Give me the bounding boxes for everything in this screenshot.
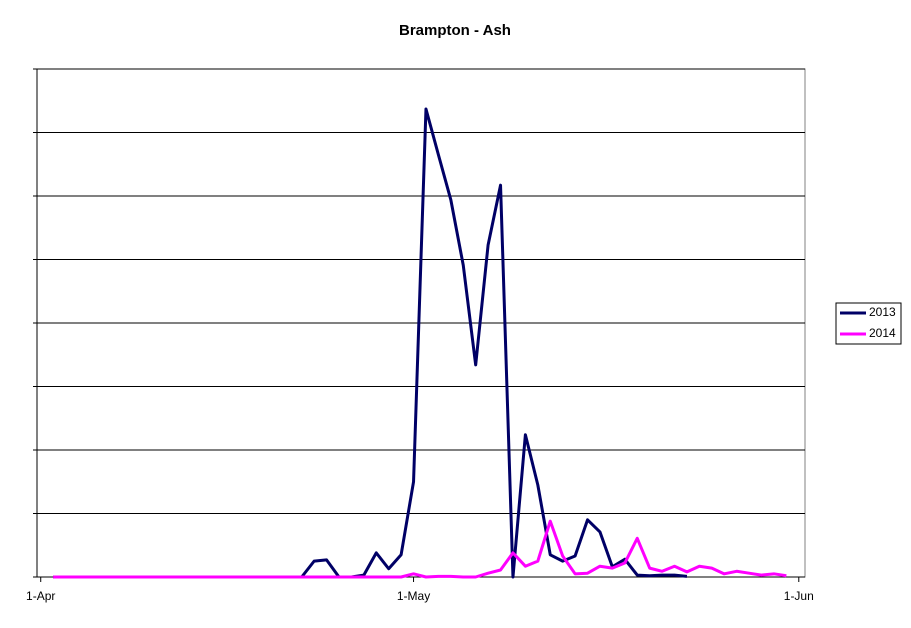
x-tick-label: 1-Jun: [784, 589, 814, 603]
legend-label: 2014: [869, 326, 896, 340]
chart-title: Brampton - Ash: [399, 22, 511, 39]
x-tick-label: 1-Apr: [26, 589, 55, 603]
legend-label: 2013: [869, 305, 896, 319]
legend-box: [835, 302, 902, 345]
x-tick-label: 1-May: [397, 589, 430, 603]
series-line: [53, 519, 787, 579]
